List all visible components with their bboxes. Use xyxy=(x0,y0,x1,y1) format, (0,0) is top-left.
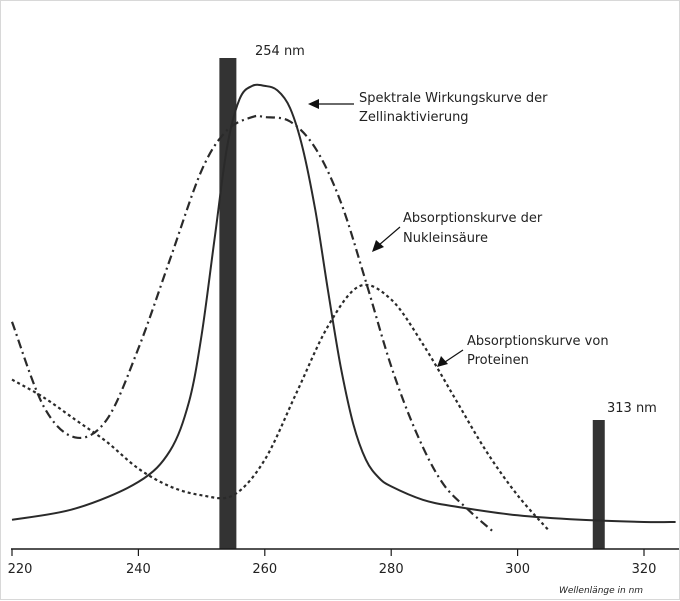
series-line-nukleinsaeure xyxy=(10,114,494,532)
wavelength-bar-313 xyxy=(592,420,605,549)
series-line-wirkungskurve xyxy=(11,83,676,524)
annotation-nukleinsaeure-line1: Absorptionskurve der xyxy=(403,211,543,226)
x-tick-label-280: 280 xyxy=(379,562,404,577)
x-tick-label-320: 320 xyxy=(632,562,657,577)
bar-label-313: 313 nm xyxy=(607,401,657,416)
series-line-proteine xyxy=(11,283,551,532)
wavelength-bar-254 xyxy=(219,58,237,549)
annotation-proteine-line1: Absorptionskurve von xyxy=(467,334,609,349)
arrow-proteine xyxy=(437,349,464,367)
arrow-nukleinsaeure xyxy=(372,226,401,252)
x-tick-label-260: 260 xyxy=(252,562,277,577)
x-tick-label-240: 240 xyxy=(126,562,151,577)
wavelength-bars xyxy=(219,58,605,549)
x-axis-label: Wellenlänge in nm xyxy=(559,586,643,596)
bar-label-254: 254 nm xyxy=(255,44,305,59)
x-axis-ticks: 220 240 260 280 300 320 xyxy=(8,549,657,577)
annotation-proteine-line2: Proteinen xyxy=(467,353,529,368)
annotation-nukleinsaeure-line2: Nukleinsäure xyxy=(403,231,488,246)
x-tick-label-300: 300 xyxy=(505,562,530,577)
annotation-wirkungskurve-line1: Spektrale Wirkungskurve der xyxy=(359,91,548,106)
x-tick-label-220: 220 xyxy=(8,562,33,577)
arrow-wirkungskurve xyxy=(308,99,354,109)
annotation-wirkungskurve-line2: Zellinaktivierung xyxy=(359,110,469,125)
series-lines xyxy=(10,83,676,532)
